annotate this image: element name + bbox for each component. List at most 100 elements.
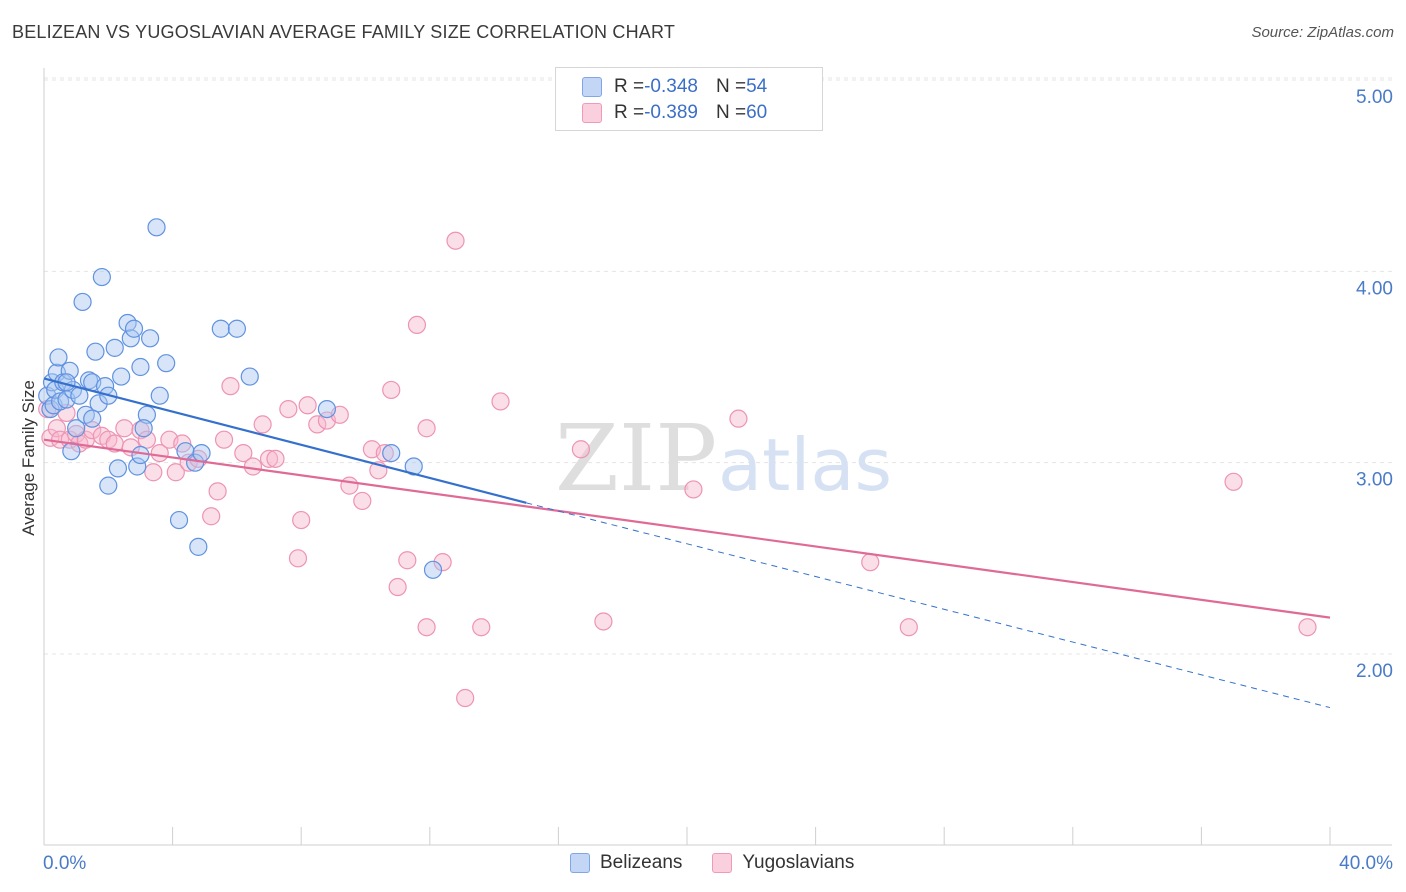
belizean-point (49, 348, 68, 367)
y-tick-label: 2.00 (1356, 661, 1393, 682)
legend-swatch-yugoslavians (582, 103, 602, 123)
legend-swatch-yugoslavians (712, 853, 733, 873)
yugoslavian-point (729, 409, 748, 428)
yugoslavian-point (288, 549, 308, 568)
legend-swatch-belizeans (570, 853, 590, 873)
yugoslavian-point (115, 419, 134, 438)
yugoslavian-point (298, 396, 317, 415)
watermark: ZIP atlas (555, 405, 892, 512)
x-tick-max: 40.0% (1339, 853, 1393, 874)
belizean-point (140, 329, 160, 348)
yugoslavian-point (571, 440, 591, 459)
belizean-point (150, 386, 169, 405)
belizean-point (147, 218, 166, 237)
legend-item-belizeans: Belizeans (570, 852, 682, 874)
watermark-zip: ZIP (555, 405, 717, 512)
yugoslavian-point (446, 231, 465, 250)
belizean-point (83, 409, 102, 428)
legend-n-value: 54 (746, 76, 768, 97)
yugoslavian-point (491, 392, 510, 411)
belizean-point (112, 367, 131, 386)
legend-r-label: R = (614, 76, 645, 97)
yugoslavian-point (899, 618, 918, 637)
series-legend: Belizeans Yugoslavians (570, 852, 884, 874)
belizean-point (60, 361, 79, 380)
correlation-legend: R = -0.348 N = 54 R = -0.389 N = 60 (555, 67, 823, 131)
belizean-point (131, 357, 150, 377)
belizean-point (99, 476, 118, 495)
yugoslavian-point (131, 421, 150, 440)
yugoslavian-point (243, 457, 263, 476)
trend-belizeans-extension (526, 502, 1331, 709)
belizean-point (105, 338, 124, 357)
chart-title: BELIZEAN VS YUGOSLAVIAN AVERAGE FAMILY S… (12, 22, 676, 42)
yugoslavian-point (433, 553, 452, 572)
gridlines (44, 77, 1392, 655)
belizean-point (128, 457, 147, 476)
yugoslavian-point (308, 415, 327, 434)
y-tick-label: 4.00 (1356, 278, 1393, 299)
yugoslavian-point (375, 444, 394, 463)
legend-item-yugoslavians: Yugoslavians (712, 852, 854, 874)
belizean-point (79, 371, 99, 390)
trend-lines (43, 377, 1331, 709)
belizean-point (67, 419, 86, 438)
trend-yugoslavians (43, 438, 1331, 619)
yugoslavian-point (221, 377, 240, 396)
series-belizeans (38, 218, 443, 579)
belizean-point (211, 319, 230, 338)
axes (43, 68, 1392, 846)
belizean-point (189, 537, 208, 556)
yugoslavian-point (684, 480, 703, 499)
belizean-point (108, 459, 128, 478)
belizean-point (404, 457, 423, 476)
legend-r-value: -0.348 (644, 76, 698, 97)
watermark-atlas: atlas (718, 423, 892, 507)
legend-n-label: N = (715, 76, 747, 97)
legend-label-belizeans: Belizeans (600, 852, 683, 873)
yugoslavian-point (472, 618, 491, 637)
trend-belizeans (43, 377, 527, 504)
yugoslavian-point (861, 553, 880, 572)
yugoslavian-point (234, 444, 253, 463)
yugoslavian-point (208, 482, 227, 501)
yugoslavian-point (253, 415, 272, 434)
belizean-point (157, 354, 176, 373)
belizean-point (169, 510, 189, 530)
yugoslavian-point (1298, 618, 1317, 637)
legend-row-belizeans: R = -0.348 N = 54 (582, 75, 767, 99)
legend-n-label: N = (715, 102, 747, 123)
belizean-point (192, 444, 211, 463)
belizean-point (124, 319, 144, 338)
y-tick-label: 5.00 (1356, 87, 1393, 108)
x-tick-min: 0.0% (43, 853, 86, 874)
legend-swatch-belizeans (582, 77, 602, 97)
belizean-point (73, 292, 92, 312)
tick-labels: 2.00 3.00 4.00 5.00 (1356, 87, 1393, 682)
legend-row-yugoslavians: R = -0.389 N = 60 (582, 101, 767, 125)
yugoslavian-point (47, 419, 66, 438)
yugoslavian-point (388, 577, 407, 597)
belizean-point (89, 394, 108, 413)
y-axis-label: Average Family Size (19, 380, 38, 536)
yugoslavian-point (1224, 472, 1243, 491)
yugoslavian-point (353, 491, 372, 511)
belizean-point (317, 399, 337, 419)
belizean-point (227, 319, 246, 338)
belizean-point (137, 405, 156, 424)
source-label: Source: ZipAtlas.com (1251, 24, 1394, 41)
belizean-point (131, 445, 150, 465)
belizean-point (50, 392, 70, 411)
yugoslavian-point (398, 551, 417, 570)
belizean-point (92, 267, 111, 287)
yugoslavian-point (166, 463, 185, 482)
yugoslavian-point (417, 419, 436, 438)
yugoslavian-point (214, 430, 234, 449)
yugoslavian-point (382, 380, 401, 400)
legend-n-value: 60 (746, 102, 768, 123)
yugoslavian-point (417, 618, 436, 637)
yugoslavian-point (137, 430, 156, 449)
y-tick-label: 3.00 (1356, 470, 1393, 491)
belizean-point (86, 342, 105, 361)
belizean-point (121, 329, 140, 348)
